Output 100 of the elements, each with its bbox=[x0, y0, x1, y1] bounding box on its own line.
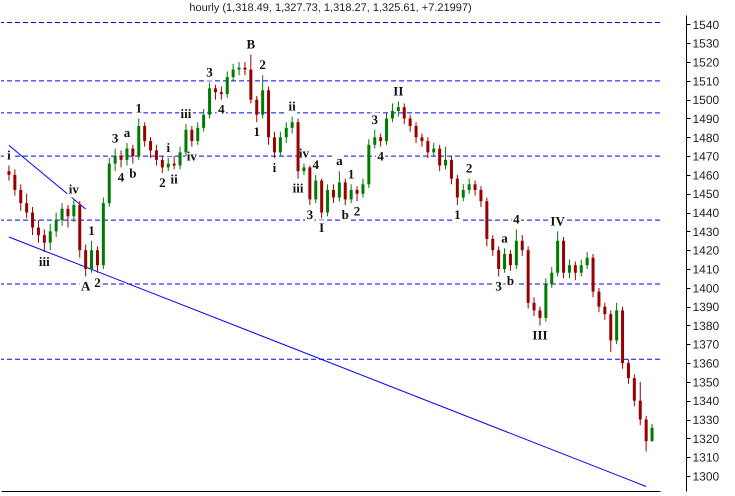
candlestick bbox=[438, 144, 442, 172]
candlestick bbox=[232, 63, 235, 82]
text: a bbox=[124, 124, 130, 140]
text: b bbox=[506, 272, 514, 288]
candlestick bbox=[597, 287, 600, 313]
text: III bbox=[532, 327, 548, 342]
candlestick bbox=[650, 423, 654, 442]
y-tick-label: 1360 bbox=[692, 356, 720, 371]
candlestick bbox=[238, 62, 241, 76]
y-tick-label: 1310 bbox=[692, 450, 720, 465]
candlestick bbox=[373, 129, 376, 150]
candlestick bbox=[456, 174, 459, 206]
text: II bbox=[393, 84, 404, 99]
text: 4 bbox=[312, 156, 319, 172]
y-tick-label: 1530 bbox=[692, 36, 720, 51]
y-tick-label: 1510 bbox=[692, 74, 720, 88]
candlestick bbox=[220, 86, 223, 100]
text: 2 bbox=[259, 57, 266, 72]
text: 3 bbox=[495, 278, 502, 294]
y-tick-label: 1450 bbox=[692, 187, 720, 202]
candlestick bbox=[385, 112, 388, 146]
y-tick-label: 1460 bbox=[692, 168, 720, 182]
y-tick-label: 1410 bbox=[692, 262, 720, 276]
text: 3 bbox=[306, 207, 314, 222]
candlestick bbox=[626, 358, 630, 384]
candlestick bbox=[166, 157, 170, 172]
text: b bbox=[129, 166, 136, 181]
candlestick bbox=[143, 122, 146, 148]
y-tick-label: 1330 bbox=[692, 413, 720, 428]
text: 4 bbox=[377, 148, 384, 164]
y-tick-label: 1420 bbox=[692, 244, 720, 258]
candlestick bbox=[550, 266, 554, 288]
candlestick bbox=[538, 306, 542, 326]
candlestick bbox=[497, 246, 500, 278]
candlestick bbox=[131, 144, 134, 164]
candlestick bbox=[154, 144, 158, 166]
candlestick bbox=[520, 234, 524, 256]
candlestick bbox=[414, 122, 418, 144]
candlestick bbox=[444, 146, 448, 170]
candlestick bbox=[379, 133, 382, 148]
candlestick bbox=[332, 184, 335, 204]
candlestick bbox=[450, 156, 453, 185]
text: I bbox=[319, 220, 324, 236]
text: 1 bbox=[454, 207, 461, 222]
candlestick bbox=[25, 193, 28, 219]
text: i bbox=[272, 160, 276, 175]
y-tick-label: 1300 bbox=[692, 469, 720, 484]
y-tick-label: 1320 bbox=[692, 432, 720, 446]
candlestick bbox=[96, 246, 99, 274]
candlestick bbox=[356, 186, 359, 202]
y-tick-label: 1520 bbox=[692, 56, 720, 70]
y-tick-label: 1340 bbox=[692, 394, 720, 408]
text: 4 bbox=[513, 211, 520, 226]
candlestick bbox=[638, 381, 642, 426]
candlestick bbox=[172, 156, 176, 170]
candlestick bbox=[420, 133, 424, 148]
text: 3 bbox=[206, 64, 213, 80]
candlestick bbox=[48, 223, 52, 251]
candlestick bbox=[272, 131, 276, 158]
candlestick bbox=[190, 126, 194, 148]
candlestick bbox=[90, 240, 94, 274]
y-tick-label: 1540 bbox=[692, 18, 720, 32]
text: 2 bbox=[94, 274, 101, 290]
text: A bbox=[80, 278, 90, 294]
candlestick bbox=[350, 184, 353, 204]
text: 1 bbox=[136, 100, 142, 116]
y-tick-label: 1470 bbox=[692, 150, 720, 164]
text: iii bbox=[180, 106, 192, 122]
y-tick-label: 1380 bbox=[692, 318, 720, 333]
text: 4 bbox=[118, 169, 124, 184]
candlestick bbox=[491, 234, 494, 256]
candlestick bbox=[7, 165, 10, 182]
candlestick bbox=[19, 184, 22, 212]
candlestick bbox=[125, 142, 128, 166]
y-tick-label: 1490 bbox=[692, 112, 720, 126]
candlestick bbox=[13, 168, 16, 196]
text: i bbox=[166, 140, 170, 155]
candlestick bbox=[632, 374, 636, 407]
y-tick-label: 1370 bbox=[692, 338, 720, 352]
candlestick bbox=[214, 84, 217, 100]
candlestick bbox=[479, 186, 482, 208]
candlestick bbox=[402, 102, 406, 125]
text: ii bbox=[288, 98, 296, 114]
candlestick bbox=[196, 122, 200, 146]
text: b bbox=[342, 207, 349, 222]
candlestick bbox=[255, 95, 258, 123]
candlestick bbox=[462, 184, 465, 202]
candlestick bbox=[532, 296, 536, 317]
candlestick bbox=[503, 248, 506, 274]
candlestick bbox=[474, 180, 477, 196]
candlestick bbox=[508, 250, 512, 272]
text: 2 bbox=[159, 175, 166, 190]
candlestick bbox=[390, 102, 394, 123]
candlestick bbox=[184, 124, 188, 157]
candlestick bbox=[284, 122, 288, 144]
candlestick bbox=[60, 202, 64, 226]
y-tick-label: 1480 bbox=[692, 130, 720, 145]
candlestick bbox=[468, 178, 471, 194]
text: a bbox=[336, 153, 343, 168]
text: 3 bbox=[112, 130, 118, 146]
